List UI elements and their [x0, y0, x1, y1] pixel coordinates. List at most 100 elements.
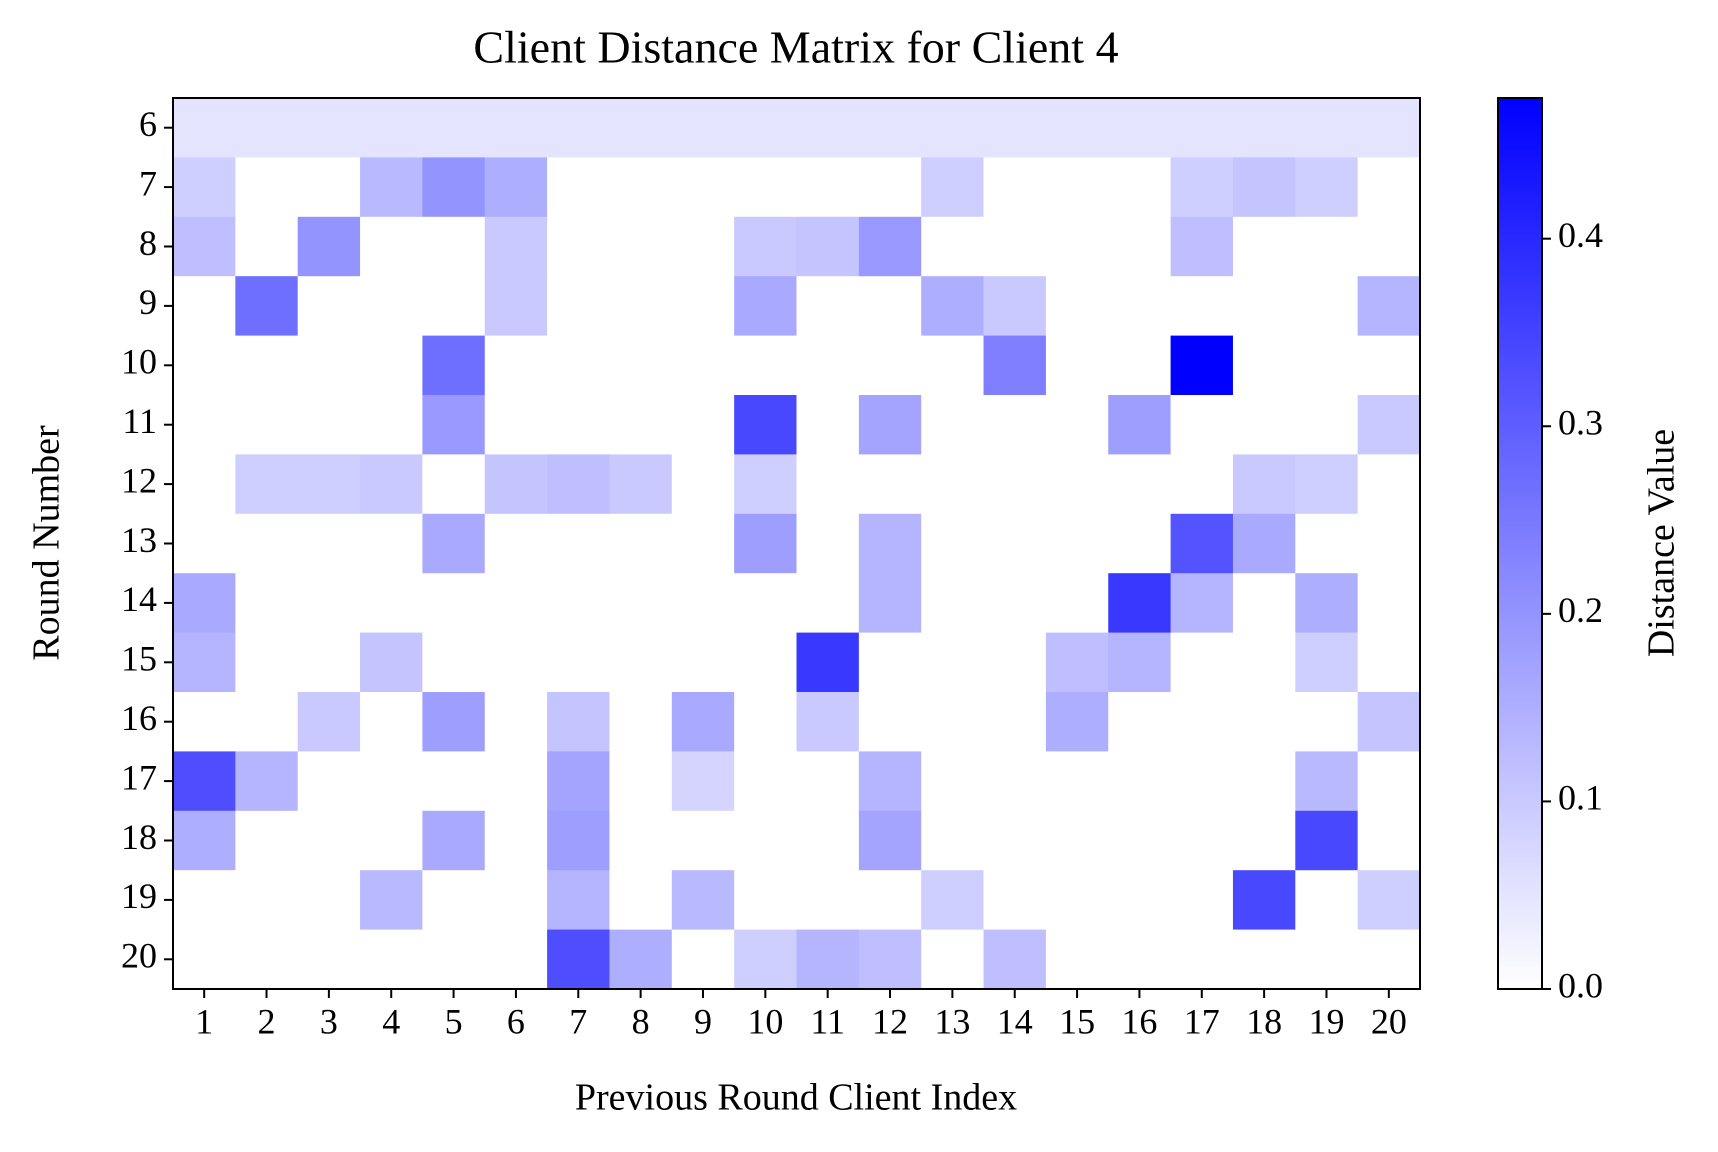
heatmap-cell [235, 454, 299, 515]
heatmap-cell [1045, 276, 1109, 337]
heatmap-cell [1170, 335, 1234, 396]
x-tick-label: 2 [258, 1001, 276, 1041]
heatmap-cell [796, 98, 860, 158]
heatmap-cell [983, 632, 1047, 693]
heatmap-cell [484, 810, 548, 871]
x-tick-label: 3 [320, 1001, 338, 1041]
heatmap-cell [1170, 632, 1234, 693]
heatmap-cell [360, 454, 423, 515]
y-tick-label: 10 [121, 342, 157, 382]
heatmap-cell [297, 751, 361, 812]
heatmap-cell [1232, 335, 1296, 396]
heatmap-cell [858, 98, 922, 158]
heatmap-cell [921, 632, 985, 693]
heatmap-cell [1108, 157, 1172, 218]
heatmap-cell [422, 870, 486, 931]
heatmap-cell [983, 98, 1047, 158]
heatmap-cell [235, 751, 299, 812]
heatmap-cell [921, 216, 985, 277]
heatmap-cell [1232, 276, 1296, 337]
heatmap-cell [297, 929, 361, 990]
x-tick-label: 8 [632, 1001, 650, 1041]
heatmap-cell [1232, 216, 1296, 277]
heatmap-cell [1170, 98, 1234, 158]
heatmap-cell [796, 810, 860, 871]
heatmap-cell [484, 929, 548, 990]
heatmap-cell [1108, 513, 1172, 574]
heatmap-cell [858, 692, 922, 752]
heatmap-cell [360, 157, 423, 218]
heatmap-cell [983, 573, 1047, 634]
heatmap-cell [1232, 632, 1296, 693]
heatmap-cell [1232, 692, 1296, 752]
heatmap-cell [671, 929, 735, 990]
heatmap-cell [1357, 692, 1421, 752]
heatmap-cell [734, 276, 797, 337]
heatmap-cell [1295, 929, 1359, 990]
heatmap-cell [484, 454, 548, 515]
colorbar-tick-label: 0.0 [1558, 965, 1603, 1005]
heatmap-cell [1108, 632, 1172, 693]
heatmap-cell [609, 98, 673, 158]
heatmap-cell [235, 157, 299, 218]
heatmap-cell [1108, 810, 1172, 871]
heatmap-cell [173, 810, 236, 871]
heatmap-cell [1170, 870, 1234, 931]
heatmap-cell [235, 632, 299, 693]
heatmap-cell [858, 335, 922, 396]
heatmap-cell [921, 692, 985, 752]
x-tick-label: 19 [1308, 1001, 1344, 1041]
heatmap-cell [173, 216, 236, 277]
colorbar-tick-label: 0.3 [1558, 403, 1603, 443]
heatmap-cell [1045, 870, 1109, 931]
heatmap-cell [796, 513, 860, 574]
heatmap-cell [609, 454, 673, 515]
heatmap-cell [1170, 395, 1234, 455]
x-tick-label: 1 [195, 1001, 213, 1041]
heatmap-cell [796, 692, 860, 752]
heatmap-cell [173, 454, 236, 515]
heatmap-cell [983, 157, 1047, 218]
x-tick-label: 14 [997, 1001, 1033, 1041]
heatmap-cell [671, 216, 735, 277]
heatmap-cell [1357, 870, 1421, 931]
heatmap-cell [297, 632, 361, 693]
heatmap-cell [1232, 573, 1296, 634]
heatmap-cell [547, 513, 610, 574]
heatmap-cell [983, 454, 1047, 515]
heatmap-cell [297, 335, 361, 396]
heatmap-cell [983, 276, 1047, 337]
y-tick-label: 19 [121, 876, 157, 916]
heatmap-cell [1108, 276, 1172, 337]
heatmap-cell [734, 335, 797, 396]
x-tick-label: 7 [569, 1001, 587, 1041]
heatmap-cell [671, 335, 735, 396]
heatmap-cell [173, 692, 236, 752]
heatmap-cell [360, 929, 423, 990]
heatmap-cell [297, 513, 361, 574]
heatmap-cell [235, 395, 299, 455]
heatmap-cell [297, 454, 361, 515]
heatmap-cell [921, 751, 985, 812]
heatmap-cell [360, 632, 423, 693]
heatmap-cell [1045, 98, 1109, 158]
heatmap-cell [297, 98, 361, 158]
y-tick-label: 12 [121, 460, 157, 500]
heatmap-cell [1170, 454, 1234, 515]
heatmap-cell [1045, 513, 1109, 574]
heatmap-cell [1170, 751, 1234, 812]
heatmap-cell [173, 395, 236, 455]
heatmap-cell [360, 335, 423, 396]
heatmap-cell [858, 929, 922, 990]
heatmap-cell [484, 692, 548, 752]
heatmap-cell [484, 157, 548, 218]
heatmap-cell [422, 692, 486, 752]
heatmap-cell [609, 632, 673, 693]
heatmap-cell [547, 810, 610, 871]
heatmap-cell [235, 870, 299, 931]
x-tick-label: 6 [507, 1001, 525, 1041]
heatmap-cell [173, 157, 236, 218]
heatmap-cell [1232, 513, 1296, 574]
heatmap-cell [547, 98, 610, 158]
